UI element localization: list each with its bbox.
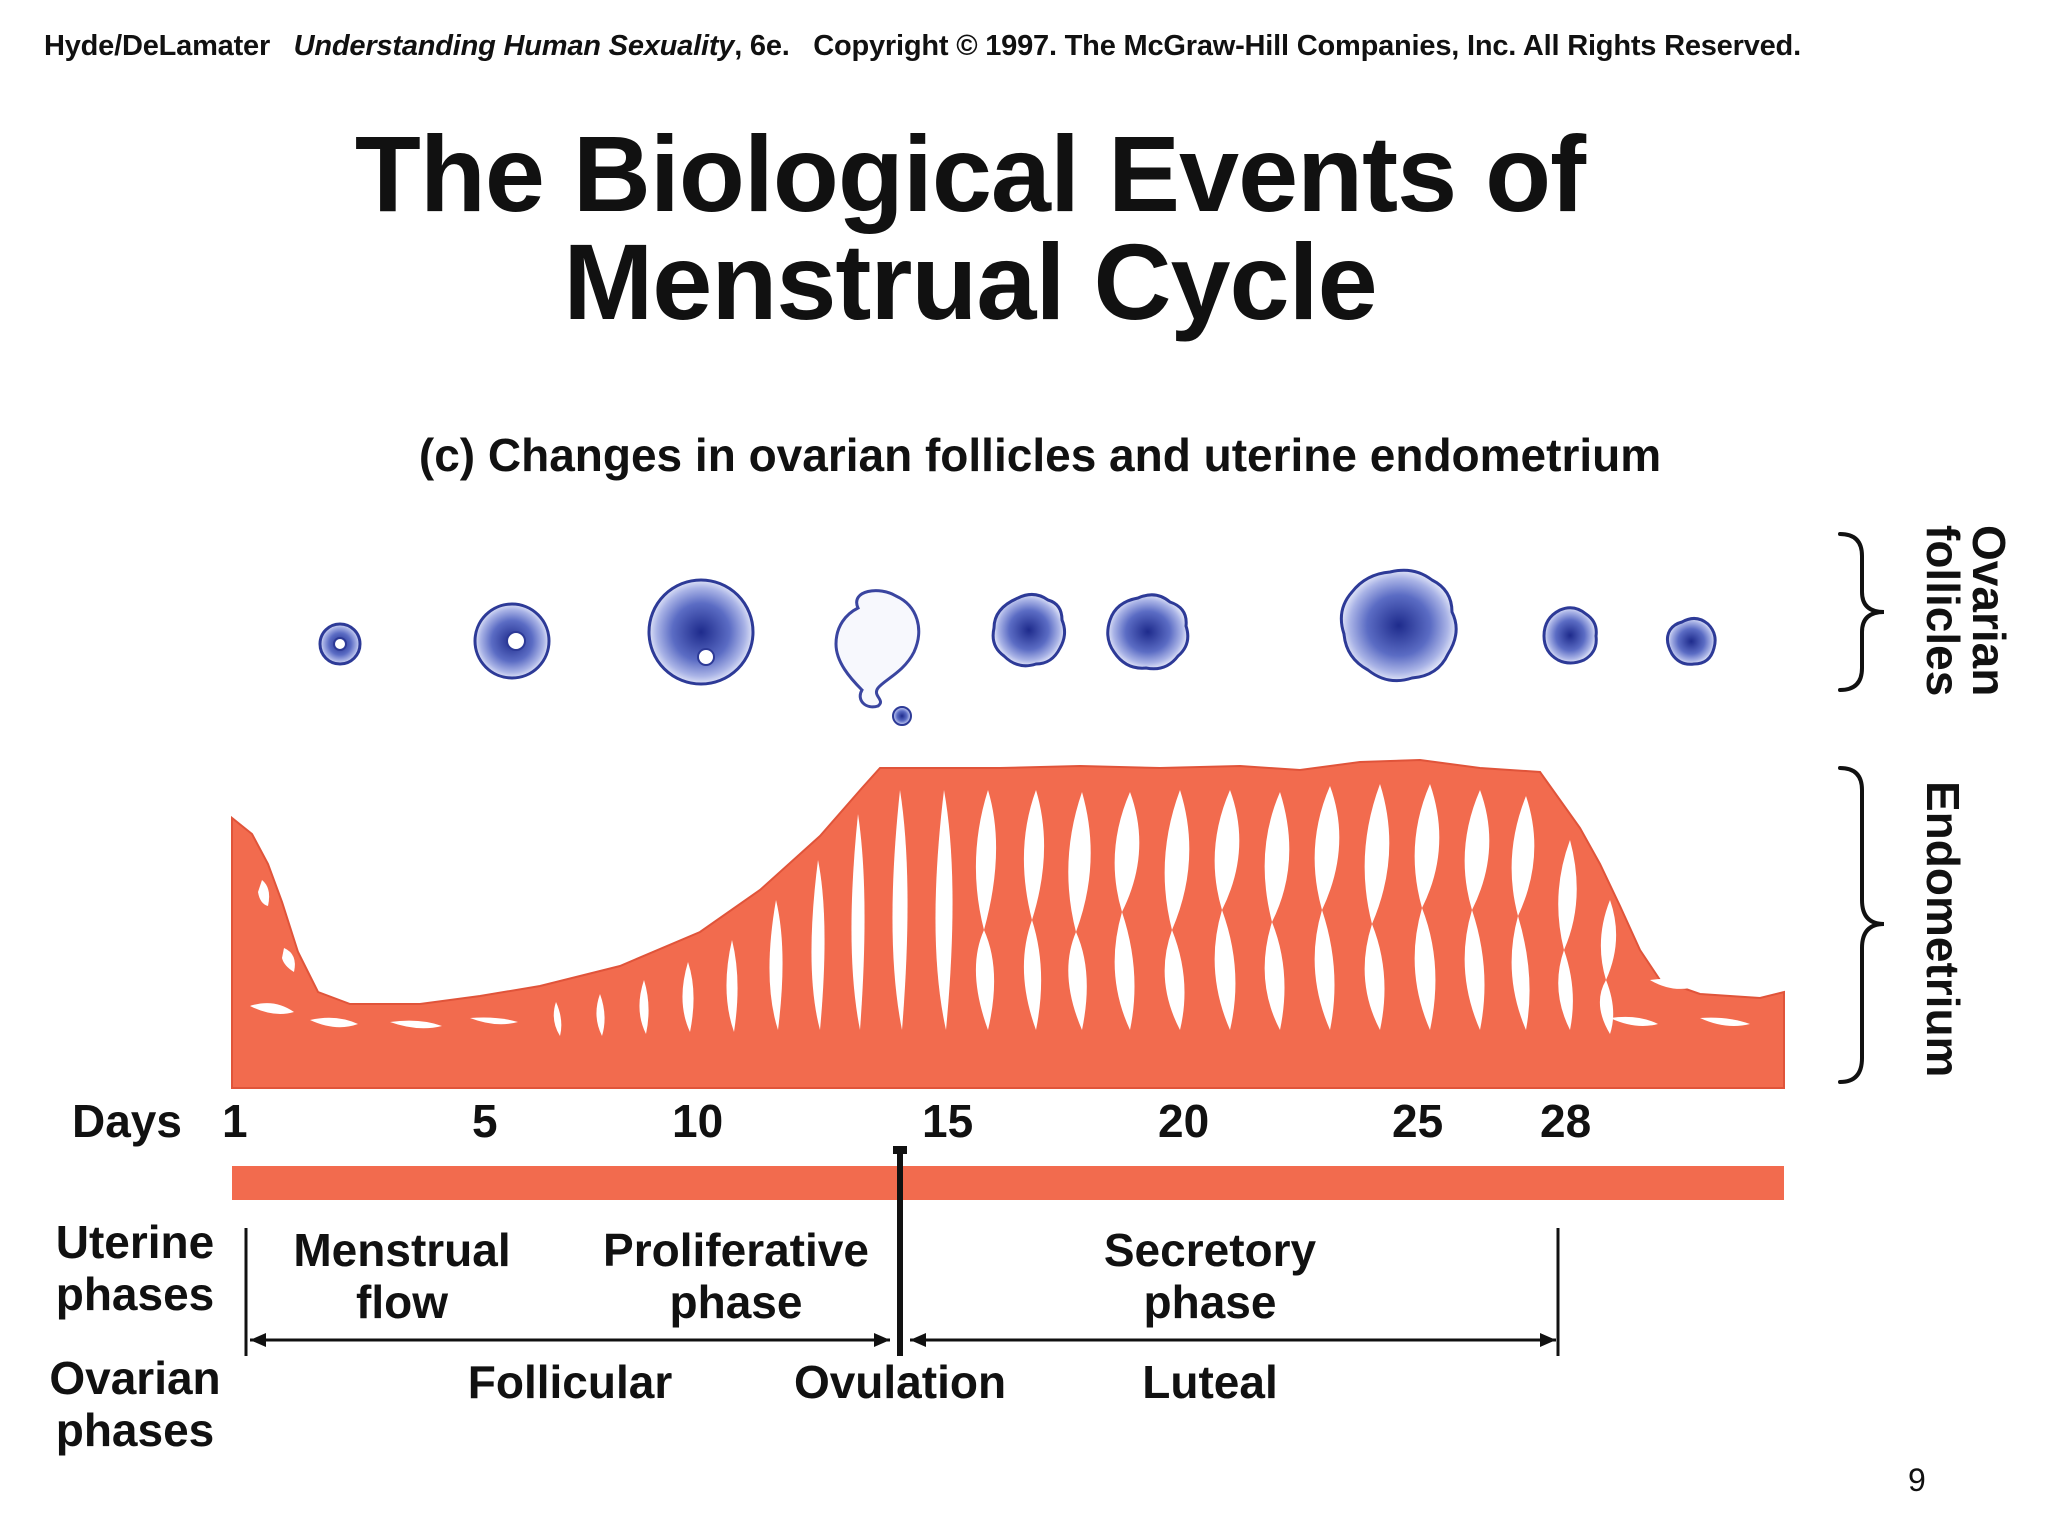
day-tick-25: 25 — [1392, 1095, 1444, 1147]
secretory-phase-label: Secretory phase — [1060, 1224, 1360, 1328]
brace-endometrium — [1838, 766, 1885, 1084]
day-tick-28: 28 — [1540, 1095, 1592, 1147]
corpus-luteum-mid — [1106, 593, 1190, 671]
day-tick-10: 10 — [672, 1095, 724, 1147]
page-title: The Biological Events of Menstrual Cycle — [0, 120, 1940, 336]
day-tick-1: 1 — [222, 1095, 248, 1147]
days-label: Days — [72, 1095, 182, 1147]
ovarian-follicles — [318, 568, 1717, 726]
endometrium-shape — [231, 758, 1785, 1089]
ovarian-follicles-label: Ovarian follicles — [1912, 516, 2015, 706]
day-tick-15: 15 — [922, 1095, 974, 1147]
ovarian-phases-label-line2: phases — [55, 1404, 215, 1456]
uterine-phases-label: Uterine phases — [30, 1216, 240, 1320]
secretory-phase-line1: Secretory — [1103, 1224, 1317, 1276]
follicle-ruptured — [834, 589, 921, 726]
phase-span-arrows — [244, 1228, 1560, 1356]
copyright-notice: Copyright © 1997. The McGraw-Hill Compan… — [813, 30, 1801, 62]
title-line-2: Menstrual Cycle — [563, 221, 1377, 342]
phase-bar — [232, 1166, 1784, 1200]
corpus-luteum-regressing — [1542, 606, 1598, 665]
ovarian-phases-label: Ovarian phases — [30, 1352, 240, 1456]
copyright-line: Hyde/DeLamater Understanding Human Sexua… — [44, 30, 1801, 63]
menstrual-flow-line2: flow — [356, 1276, 448, 1328]
endometrium-label: Endometrium — [1917, 780, 1969, 1078]
ovarian-phases-label-line1: Ovarian — [49, 1352, 221, 1404]
proliferative-phase-label: Proliferative phase — [576, 1224, 896, 1328]
proliferative-phase-line2: phase — [669, 1276, 803, 1328]
title-line-1: The Biological Events of — [354, 113, 1586, 234]
endometrium-glands — [250, 784, 1750, 1036]
follicular-phase-label: Follicular — [467, 1356, 673, 1408]
page-number: 9 — [1908, 1462, 1926, 1498]
uterine-phases-label-line1: Uterine — [55, 1216, 215, 1268]
luteal-phase-label: Luteal — [1142, 1356, 1278, 1408]
uterine-phases-label-line2: phases — [55, 1268, 215, 1320]
proliferative-phase-line1: Proliferative — [603, 1224, 869, 1276]
ovarian-follicles-label-line2: follicles — [1917, 525, 1969, 697]
corpus-albicans — [1665, 617, 1717, 666]
corpus-luteum-early — [991, 593, 1067, 668]
follicle-primary — [473, 602, 551, 680]
day-tick-20: 20 — [1158, 1095, 1210, 1147]
day-tick-5: 5 — [472, 1095, 498, 1147]
copyright-edition: , 6e. — [734, 30, 790, 62]
follicle-secondary — [647, 578, 755, 686]
menstrual-flow-label: Menstrual flow — [262, 1224, 542, 1328]
menstrual-flow-line1: Menstrual — [293, 1224, 511, 1276]
corpus-luteum-large — [1339, 568, 1458, 683]
ovulation-marker-line — [893, 1146, 907, 1356]
endometrium-layer — [231, 758, 1785, 1089]
brace-follicles — [1838, 532, 1885, 692]
follicle-primordial — [318, 622, 362, 666]
copyright-authors: Hyde/DeLamater — [44, 30, 271, 62]
ovarian-follicles-label-line1: Ovarian — [1963, 525, 2015, 697]
diagram-subtitle: (c) Changes in ovarian follicles and ute… — [418, 429, 1662, 481]
copyright-book-title: Understanding Human Sexuality — [293, 30, 735, 62]
secretory-phase-line2: phase — [1143, 1276, 1277, 1328]
ovulation-label: Ovulation — [793, 1356, 1007, 1408]
